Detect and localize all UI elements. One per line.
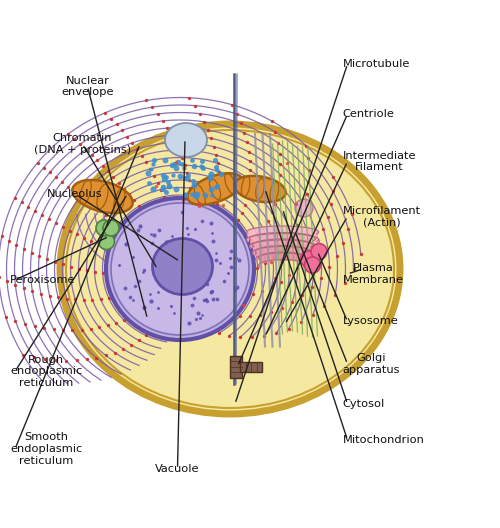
Text: Peroxisome: Peroxisome xyxy=(10,275,76,285)
Text: Nuclear
envelope: Nuclear envelope xyxy=(61,76,114,97)
Ellipse shape xyxy=(152,239,212,295)
Ellipse shape xyxy=(304,257,320,273)
Text: Centriole: Centriole xyxy=(342,109,394,119)
Ellipse shape xyxy=(111,203,249,335)
Text: Microfilament
(Actin): Microfilament (Actin) xyxy=(342,206,420,227)
Text: Mitochondrion: Mitochondrion xyxy=(342,435,424,445)
Ellipse shape xyxy=(72,180,132,213)
Text: Microtubule: Microtubule xyxy=(342,59,410,69)
Text: Intermediate
Filament: Intermediate Filament xyxy=(342,150,416,172)
Text: Vacuole: Vacuole xyxy=(155,464,200,474)
Text: Golgi
apparatus: Golgi apparatus xyxy=(342,353,400,375)
Ellipse shape xyxy=(103,220,119,236)
Text: Nucleolus: Nucleolus xyxy=(47,189,103,199)
Ellipse shape xyxy=(60,124,400,414)
Ellipse shape xyxy=(165,123,207,157)
Text: Rough
endoplasmic
reticulum: Rough endoplasmic reticulum xyxy=(10,355,82,388)
Text: Chromatin
(DNA + proteins): Chromatin (DNA + proteins) xyxy=(34,133,131,155)
Ellipse shape xyxy=(300,251,316,267)
Text: Plasma
Membrane: Plasma Membrane xyxy=(342,263,404,285)
Ellipse shape xyxy=(188,173,242,205)
Ellipse shape xyxy=(66,130,394,408)
Text: Smooth
endoplasmic
reticulum: Smooth endoplasmic reticulum xyxy=(10,432,82,466)
Ellipse shape xyxy=(106,198,254,340)
Bar xyxy=(230,355,242,378)
Ellipse shape xyxy=(98,233,114,250)
Ellipse shape xyxy=(96,220,112,236)
Text: Cytosol: Cytosol xyxy=(342,399,385,409)
Text: Lysosome: Lysosome xyxy=(342,316,398,326)
Bar xyxy=(240,362,262,372)
Ellipse shape xyxy=(295,199,313,217)
Ellipse shape xyxy=(311,243,327,259)
Ellipse shape xyxy=(234,176,286,202)
